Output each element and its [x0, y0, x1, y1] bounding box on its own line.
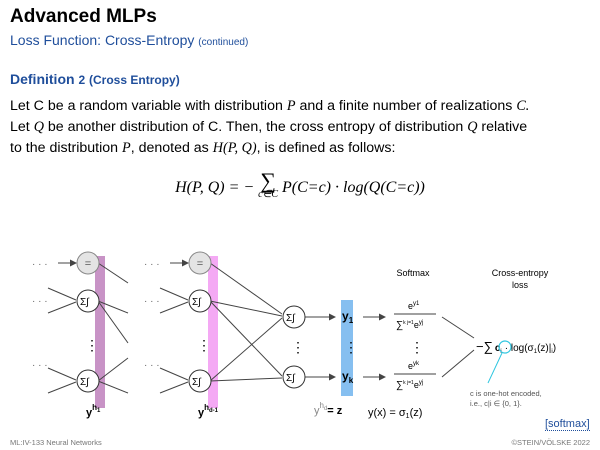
- neuron-node: [282, 305, 306, 329]
- layer2-eq-node: =: [188, 251, 212, 275]
- definition-label: Definition: [10, 71, 75, 87]
- def-text: relative: [481, 119, 528, 135]
- neuron-node: [188, 289, 212, 313]
- page-title: Advanced MLPs: [10, 6, 157, 27]
- layer-label-hd-1: yhd-1: [198, 403, 219, 419]
- vdots: ⋮: [344, 339, 358, 355]
- footer-right: ©STEIN/VÖLSKE 2022: [511, 438, 590, 447]
- neuron-node: [76, 289, 100, 313]
- cross-entropy-heading: Cross-entropy: [492, 268, 549, 278]
- ellipsis: · · ·: [32, 360, 48, 371]
- sum-sigmoid-glyph: Σ∫: [286, 373, 296, 384]
- softmax-link[interactable]: [softmax]: [545, 418, 590, 431]
- def-text: be another distribution of C. Then, the …: [47, 119, 464, 135]
- neuron-node: [282, 365, 306, 389]
- model-output-label: y(x) = σ1(z): [368, 407, 422, 420]
- page-subtitle: Loss Function: Cross-Entropy (continued): [10, 32, 248, 48]
- sum-sigmoid-glyph: Σ∫: [80, 297, 90, 308]
- ellipsis: · · ·: [144, 360, 160, 371]
- connections: [47, 259, 475, 394]
- softmax-heading: Softmax: [396, 268, 430, 278]
- layer-band-1: [95, 256, 105, 408]
- ellipsis: · · ·: [32, 259, 48, 270]
- output-label: yhd= z: [314, 401, 343, 417]
- subtitle-text: Loss Function: Cross-Entropy: [10, 32, 195, 48]
- vdots: ⋮: [197, 337, 211, 353]
- subtitle-note: (continued): [198, 37, 249, 48]
- vdots: ⋮: [410, 339, 424, 355]
- eq-symbol: =: [85, 258, 91, 270]
- sum-subscript: c∈C: [258, 189, 278, 200]
- softmax-numerator: ey1: [408, 301, 420, 311]
- def-symbol: Q: [33, 119, 44, 135]
- def-symbol: H(P, Q): [212, 140, 257, 156]
- def-text: to the distribution: [10, 140, 119, 156]
- neuron-node: [188, 369, 212, 393]
- callout-line: [487, 352, 503, 384]
- ellipsis: · · ·: [32, 296, 48, 307]
- network-diagram: · · · · · · · · · · · · · · · · · · =: [32, 251, 556, 420]
- softmax-numerator: eyk: [408, 361, 420, 371]
- neuron-node: [76, 369, 100, 393]
- def-text: , is defined as follows:: [256, 140, 396, 156]
- sum-operator: ∑ c∈C: [258, 168, 278, 201]
- output-band: [341, 300, 353, 396]
- softmax-denominator: ∑k j=1eyj: [396, 320, 423, 331]
- layer1-eq-node: =: [76, 251, 100, 275]
- output-y1: y1: [342, 309, 354, 325]
- definition-name: (Cross Entropy): [89, 73, 180, 87]
- layer-label-h1: yh1: [86, 403, 101, 419]
- eq-symbol: =: [197, 258, 203, 270]
- def-text: and a finite number of realizations: [299, 98, 513, 114]
- one-hot-note: c is one-hot encoded,: [470, 389, 542, 398]
- highlight-circle: [498, 340, 512, 354]
- def-symbol: P: [122, 140, 131, 156]
- vdots: ⋮: [85, 337, 99, 353]
- sum-sigmoid-glyph: Σ∫: [286, 313, 296, 324]
- cross-entropy-formula: H(P, Q) = − ∑ c∈C P(C=c) · log(Q(C=c)): [0, 168, 600, 202]
- definition-body: Let C be a random variable with distribu…: [10, 96, 595, 159]
- def-text: , denoted as: [130, 140, 209, 156]
- softmax-fraction-k: eyk ∑k j=1eyj: [394, 361, 436, 391]
- def-symbol: Q: [467, 119, 478, 135]
- sum-sigmoid-glyph: Σ∫: [192, 297, 202, 308]
- softmax-denominator: ∑k j=1eyj: [396, 380, 423, 391]
- def-text: Let: [10, 119, 30, 135]
- vdots: ⋮: [291, 339, 305, 355]
- definition-number: 2: [78, 73, 86, 87]
- footer-left: ML:IV-133 Neural Networks: [10, 438, 102, 447]
- def-symbol: P: [286, 98, 296, 114]
- definition-heading: Definition 2 (Cross Entropy): [10, 71, 180, 87]
- ellipsis: · · ·: [144, 296, 160, 307]
- formula-body: P(C=c) · log(Q(C=c)): [282, 179, 425, 196]
- softmax-fraction-1: ey1 ∑k j=1eyj: [394, 301, 436, 331]
- sum-sigmoid-glyph: Σ∫: [192, 377, 202, 388]
- layer-band-2: [208, 256, 218, 408]
- one-hot-note-line2: i.e., c|i ∈ {0, 1}.: [470, 399, 522, 408]
- sum-sigmoid-glyph: Σ∫: [80, 377, 90, 388]
- ellipsis: · · ·: [144, 259, 160, 270]
- formula-lhs: H(P, Q) = −: [175, 179, 255, 196]
- loss-expression: −∑ ci · log(σ1(z)|i): [476, 339, 556, 355]
- def-symbol: C.: [516, 98, 530, 114]
- cross-entropy-heading-line2: loss: [512, 280, 529, 290]
- output-yk: yk: [342, 369, 354, 385]
- def-text: Let C be a random variable with distribu…: [10, 98, 283, 114]
